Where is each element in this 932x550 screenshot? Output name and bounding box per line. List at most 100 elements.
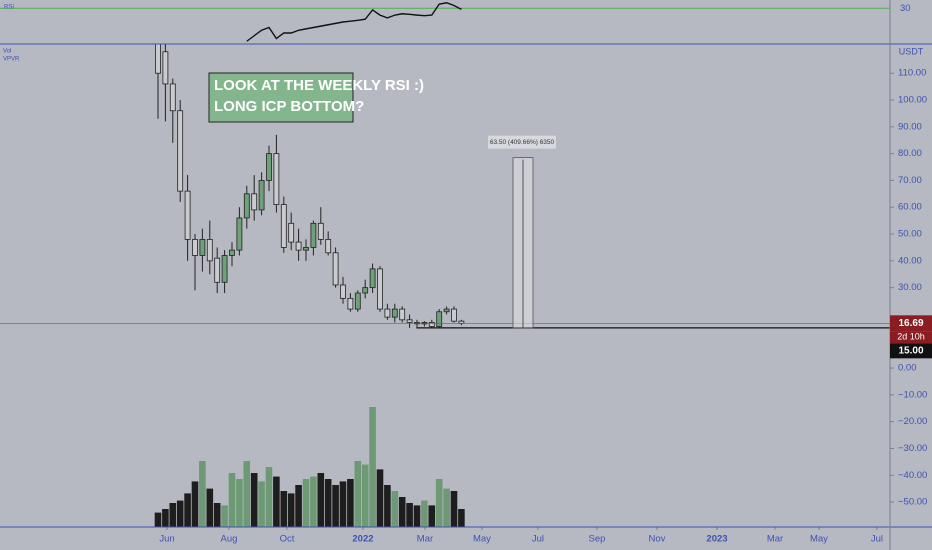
- rsi-tick-label: 30: [900, 3, 911, 14]
- volume-bar: [176, 500, 184, 527]
- last-price-tag-label: 16.69: [898, 318, 923, 329]
- candle-body: [214, 257, 221, 283]
- candle-body: [295, 241, 302, 251]
- candle-body: [406, 319, 413, 323]
- y-tick-label: 70.00: [898, 175, 922, 186]
- volume-bar: [243, 461, 251, 527]
- candle-body: [451, 308, 457, 322]
- volume-bar: [199, 461, 206, 527]
- volume-bar: [369, 407, 376, 527]
- candle-body: [310, 222, 317, 248]
- y-tick-label: −30.00: [898, 443, 927, 454]
- volume-bar: [236, 479, 243, 527]
- volume-bar: [302, 479, 310, 527]
- candle-body: [206, 238, 213, 262]
- last-price-tag: [890, 315, 932, 332]
- countdown-tag: [890, 331, 932, 344]
- volume-bar: [421, 500, 428, 527]
- candle-body: [266, 153, 272, 181]
- y-tick-label: 40.00: [898, 255, 922, 266]
- volume-bar: [228, 473, 236, 527]
- candle-body: [377, 268, 383, 310]
- volume-bar: [391, 491, 399, 527]
- candle-body: [192, 238, 198, 256]
- volume-bar: [169, 503, 177, 527]
- candle-body: [325, 238, 332, 254]
- candle-body: [273, 153, 280, 205]
- x-tick-label: Oct: [280, 534, 295, 545]
- x-tick-label: Jul: [871, 534, 883, 545]
- volume-bar: [295, 485, 302, 527]
- candle-body: [162, 51, 169, 85]
- volume-bar: [206, 488, 214, 527]
- volume-bar: [361, 464, 369, 527]
- y-tick-label: 110.00: [898, 68, 926, 79]
- volume-bar: [406, 503, 413, 527]
- volume-bar: [273, 476, 280, 527]
- candle-body: [369, 268, 376, 289]
- volume-bar: [317, 473, 325, 527]
- candle-body: [184, 190, 191, 240]
- x-tick-label: 2023: [706, 534, 727, 545]
- volume-bar: [443, 488, 450, 527]
- volume-bar: [221, 505, 228, 527]
- volume-bar: [450, 491, 458, 527]
- y-tick-label: 0.00: [898, 363, 917, 374]
- y-tick-label: 50.00: [898, 229, 922, 240]
- x-tick-label: Jun: [159, 534, 174, 545]
- candle-body: [303, 247, 309, 251]
- y-tick-label: 60.00: [898, 202, 922, 213]
- volume-bar: [384, 485, 391, 527]
- volume-bar: [428, 505, 436, 527]
- x-tick-label: Nov: [649, 534, 666, 545]
- candle-body: [443, 308, 450, 313]
- volume-bar: [162, 509, 169, 527]
- volume-bar: [287, 493, 295, 527]
- volume-bar: [324, 479, 332, 527]
- y-tick-label: −50.00: [898, 497, 927, 508]
- volume-bar: [250, 473, 258, 527]
- volume-bar: [191, 481, 199, 527]
- volume-bar: [339, 481, 347, 527]
- candle-body: [258, 180, 265, 211]
- volume-bar: [376, 469, 384, 527]
- x-tick-label: 2022: [352, 534, 373, 545]
- candle-body: [288, 222, 295, 243]
- candle-body: [362, 287, 369, 294]
- hline-tag-label: 15.00: [898, 345, 923, 356]
- candle-body: [177, 110, 184, 192]
- volume-bar: [280, 491, 288, 527]
- countdown-label: 2d 10h: [897, 332, 925, 342]
- volume-bar: [435, 479, 443, 527]
- volume-bar: [310, 476, 317, 527]
- y-tick-label: −20.00: [898, 416, 927, 427]
- volume-bar: [258, 481, 265, 527]
- volume-bar: [413, 505, 421, 527]
- candle-body: [458, 320, 465, 324]
- rsi-pane: [0, 2, 890, 42]
- y-tick-label: −10.00: [898, 389, 927, 400]
- candle-body: [340, 284, 346, 299]
- rsi-line: [246, 2, 462, 42]
- x-tick-label: Sep: [589, 534, 606, 545]
- candle-body: [243, 193, 250, 219]
- x-tick-label: Aug: [221, 534, 238, 545]
- measure-label-box: [488, 135, 556, 149]
- y-tick-label: 100.00: [898, 95, 927, 106]
- x-tick-label: Jul: [532, 534, 544, 545]
- volume-bar: [213, 503, 221, 527]
- annotation: LONG ICP BOTTOM?: [214, 98, 364, 115]
- rsi-label: RSI: [4, 5, 14, 11]
- x-tick-label: Mar: [417, 534, 433, 545]
- candle-body: [155, 44, 161, 74]
- y-tick-label: 80.00: [898, 148, 922, 159]
- volume-bar: [154, 512, 162, 527]
- x-tick-label: May: [810, 534, 828, 545]
- candle-body: [332, 252, 339, 286]
- x-tick-label: Mar: [767, 534, 783, 545]
- candle-body: [317, 222, 324, 240]
- candle-body: [280, 204, 287, 248]
- candle-body: [428, 322, 435, 327]
- candle-body: [199, 238, 206, 256]
